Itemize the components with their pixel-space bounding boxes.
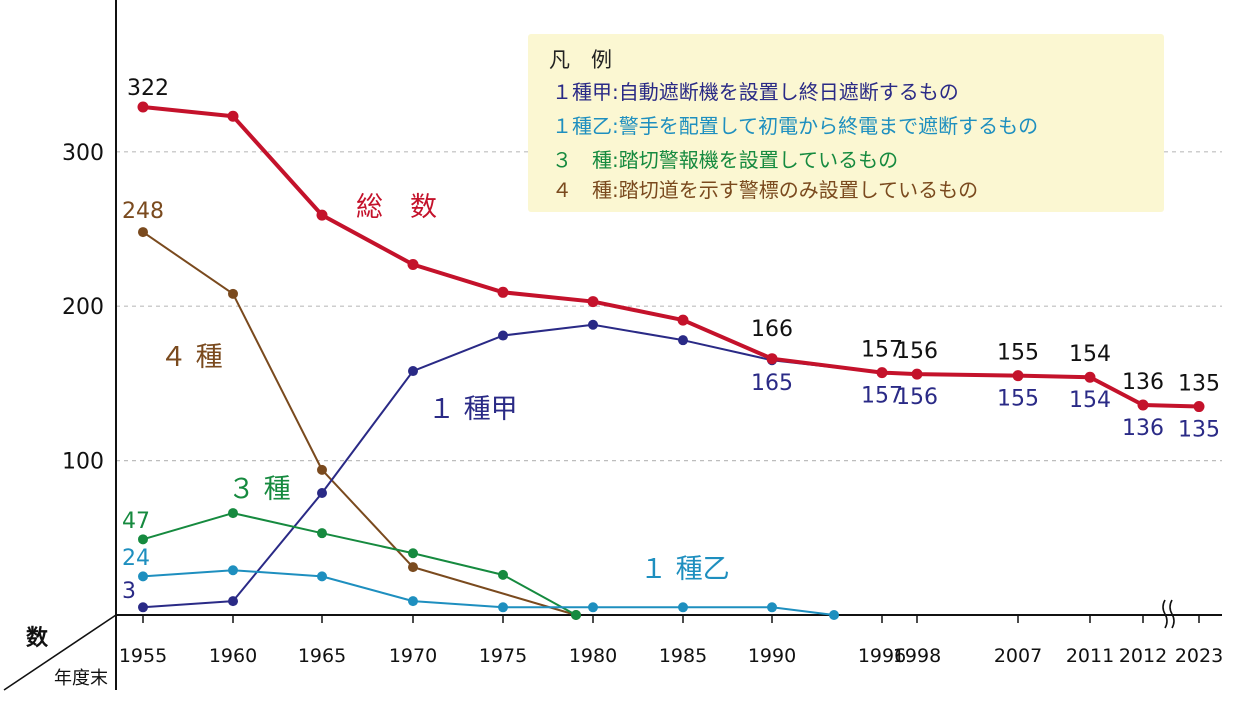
legend-title: 凡 例: [549, 48, 612, 72]
series-line-0: [142, 105, 1200, 409]
data-point-3-5: [571, 610, 581, 620]
data-point-3-1: [228, 508, 238, 519]
x-axis-label: 年度末: [54, 668, 108, 689]
x-tick-label-2023: 2023: [1175, 645, 1223, 667]
data-point-1-0: [138, 227, 148, 238]
data-point-0-10: [1012, 370, 1024, 382]
data-point-1-3: [408, 562, 418, 573]
data-point-3-2: [317, 528, 327, 539]
data-label-11: 155: [997, 387, 1039, 412]
x-tick-label-2012: 2012: [1119, 645, 1167, 667]
data-point-1-2: [317, 464, 327, 475]
data-point-4-2: [317, 571, 327, 582]
y-tick-label-300: 300: [62, 141, 104, 166]
legend-entry-type3: ３ 種:踏切警報機を設置しているもの: [552, 148, 899, 172]
x-tick-label-1990: 1990: [748, 645, 796, 667]
data-point-3-0: [138, 534, 148, 545]
series-name-label-2: １ 種甲: [428, 394, 518, 425]
series-name-label-1: ４ 種: [160, 342, 223, 373]
data-point-0-4: [497, 286, 509, 298]
data-label-6: 136: [1122, 370, 1164, 395]
data-point-4-1: [228, 565, 238, 576]
data-point-0-13: [1193, 401, 1205, 413]
data-label-16: 47: [122, 509, 150, 534]
data-label-13: 136: [1122, 416, 1164, 441]
data-point-0-3: [407, 259, 419, 271]
data-label-17: 24: [122, 546, 150, 571]
series-name-label-3: ３ 種: [228, 474, 291, 505]
data-point-0-7: [766, 353, 778, 365]
data-label-7: 135: [1178, 372, 1220, 397]
data-point-0-6: [677, 314, 689, 326]
data-point-0-9: [911, 368, 923, 380]
data-point-2-5: [588, 319, 598, 330]
data-label-5: 154: [1069, 342, 1111, 367]
y-axis-label: 数: [26, 626, 49, 651]
legend-entry-type4: ４ 種:踏切道を示す警標のみ設置しているもの: [552, 178, 979, 202]
x-tick-label-1980: 1980: [569, 645, 617, 667]
data-point-0-2: [316, 209, 328, 221]
series-line-4: [142, 569, 835, 616]
x-tick-label-1996: 1996: [858, 645, 906, 667]
data-label-1: 166: [751, 317, 793, 342]
data-point-4-0: [138, 571, 148, 582]
legend-box: [528, 34, 1164, 212]
data-point-4-4: [498, 602, 508, 613]
data-point-4-6: [678, 602, 688, 613]
x-tick-label-1960: 1960: [209, 645, 257, 667]
data-label-3: 156: [896, 339, 938, 364]
data-label-8: 165: [751, 371, 793, 396]
data-label-14: 135: [1178, 418, 1220, 443]
y-tick-label-200: 200: [62, 295, 104, 320]
data-point-0-11: [1084, 371, 1096, 383]
data-label-0: 322: [127, 76, 169, 101]
x-tick-label-1970: 1970: [389, 645, 437, 667]
x-tick-label-1955: 1955: [119, 645, 167, 667]
data-point-4-7: [767, 602, 777, 613]
data-label-9: 157: [861, 384, 903, 409]
data-point-0-8: [876, 367, 888, 379]
legend-entry-type1a: １種甲:自動遮断機を設置し終日遮断するもの: [552, 80, 959, 104]
data-point-0-12: [1137, 399, 1149, 411]
data-point-4-8: [829, 610, 839, 620]
series-line-3: [142, 512, 577, 616]
x-tick-label-1975: 1975: [479, 645, 527, 667]
x-tick-label-1965: 1965: [298, 645, 346, 667]
data-point-0-5: [587, 296, 599, 308]
data-point-0-0: [137, 101, 149, 113]
data-point-4-5: [588, 602, 598, 613]
data-point-3-4: [498, 569, 508, 580]
data-label-12: 154: [1069, 388, 1111, 413]
data-point-4-3: [408, 596, 418, 607]
data-point-2-2: [317, 488, 327, 499]
x-tick-label-2007: 2007: [994, 645, 1042, 667]
data-point-2-1: [228, 596, 238, 607]
data-point-2-3: [408, 366, 418, 377]
data-point-2-0: [138, 602, 148, 613]
axis-corner-diagonal: [3, 614, 117, 691]
data-point-2-4: [498, 330, 508, 341]
data-point-1-1: [228, 288, 238, 299]
legend-entry-type1b: １種乙:警手を配置して初電から終電まで遮断するもの: [552, 114, 1039, 138]
series-name-label-0: 総 数: [356, 192, 437, 223]
x-tick-label-1998: 1998: [893, 645, 941, 667]
data-label-4: 155: [997, 341, 1039, 366]
series-name-label-4: １ 種乙: [640, 554, 730, 585]
data-label-10: 156: [896, 385, 938, 410]
data-point-0-1: [227, 110, 239, 122]
axis-break-mark-a: [1162, 599, 1168, 629]
data-label-18: 3: [122, 579, 136, 604]
data-point-3-3: [408, 548, 418, 559]
data-label-15: 248: [122, 199, 164, 224]
axis-break-mark-b: [1169, 599, 1175, 629]
data-point-2-6: [678, 335, 688, 346]
data-label-2: 157: [861, 338, 903, 363]
x-tick-label-1985: 1985: [659, 645, 707, 667]
y-tick-label-100: 100: [62, 450, 104, 475]
x-tick-label-2011: 2011: [1066, 645, 1114, 667]
